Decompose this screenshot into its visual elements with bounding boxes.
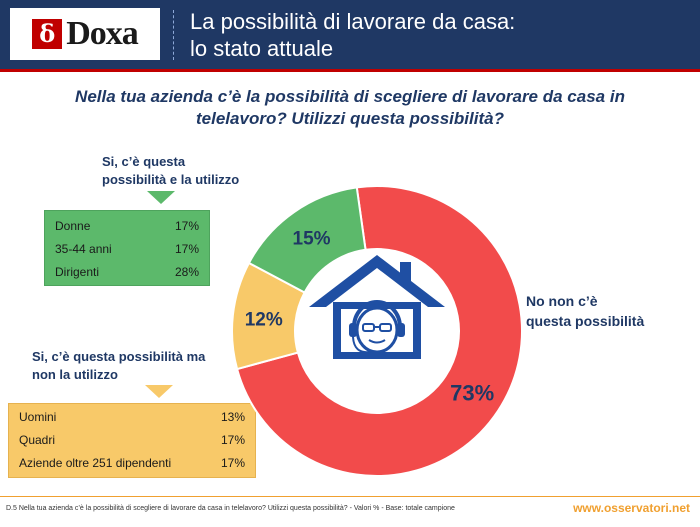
page-title-line-1: La possibilità di lavorare da casa: [190, 9, 516, 34]
red-slice-label-line-2: questa possibilità [526, 313, 645, 329]
yellow-row-value: 17% [220, 433, 245, 447]
doxa-logo-mark-icon: δ [32, 19, 63, 49]
donut-slice [247, 186, 367, 294]
green-row-value: 28% [174, 265, 199, 279]
yellow-arrow-down-icon [145, 385, 173, 398]
yellow-row-label: Quadri [19, 433, 56, 447]
donut-value-labels: 73% 12% 15% [245, 229, 495, 406]
doxa-logo-text: Doxa [66, 15, 139, 52]
green-caption-line-2: possibilità e la utilizzo [102, 172, 240, 187]
yellow-row-value: 13% [220, 410, 245, 424]
survey-question-line-1: Nella tua azienda c’è la possibilità di … [75, 87, 625, 106]
yellow-row-label: Uomini [19, 410, 57, 424]
header-bar: δ Doxa La possibilità di lavorare da cas… [0, 0, 700, 72]
green-row: Donne 17% [55, 215, 199, 238]
donut-value-label: 73% [450, 381, 494, 406]
page-title: La possibilità di lavorare da casa: lo s… [190, 8, 690, 62]
yellow-row-label: Aziende oltre 251 dipendenti [19, 456, 172, 470]
green-arrow-down-icon [147, 191, 175, 204]
green-breakdown-box: Donne 17% 35-44 anni 17% Dirigenti 28% [44, 210, 210, 286]
donut-value-label: 12% [245, 309, 283, 330]
green-row-value: 17% [174, 219, 199, 233]
yellow-breakdown-box: Uomini 13% Quadri 17% Aziende oltre 251 … [8, 403, 256, 478]
green-row-label: Dirigenti [55, 265, 100, 279]
yellow-row-value: 17% [220, 456, 245, 470]
header-divider [173, 10, 174, 60]
donut-value-label: 15% [293, 229, 331, 250]
yellow-row: Aziende oltre 251 dipendenti 17% [19, 452, 245, 475]
yellow-caption-line-2: non la utilizzo [32, 367, 118, 382]
green-row-label: 35-44 anni [55, 242, 112, 256]
donut-slices [231, 185, 523, 477]
yellow-row: Uomini 13% [19, 406, 245, 429]
green-panel-caption: Si, c’è questa possibilità e la utilizzo [102, 153, 282, 189]
survey-question: Nella tua azienda c’è la possibilità di … [40, 86, 660, 130]
footer-divider [0, 496, 700, 497]
green-row-value: 17% [174, 242, 199, 256]
yellow-panel-caption: Si, c’è questa possibilità ma non la uti… [32, 348, 272, 384]
house-headset-icon [309, 255, 445, 359]
green-row: Dirigenti 28% [55, 261, 199, 284]
green-row-label: Donne [55, 219, 91, 233]
yellow-row: Quadri 17% [19, 429, 245, 452]
green-row: 35-44 anni 17% [55, 238, 199, 261]
yellow-caption-line-1: Si, c’è questa possibilità ma [32, 349, 206, 364]
red-slice-label: No non c’è questa possibilità [526, 291, 676, 331]
red-slice-label-line-1: No non c’è [526, 293, 598, 309]
survey-question-line-2: telelavoro? Utilizzi questa possibilità? [196, 109, 504, 128]
donut-slice [235, 185, 523, 477]
doxa-logo: δ Doxa [10, 8, 160, 60]
page-title-line-2: lo stato attuale [190, 36, 334, 61]
donut-chart: 73% 12% 15% [231, 185, 523, 477]
green-caption-line-1: Si, c’è questa [102, 154, 186, 169]
footer-site-link[interactable]: www.osservatori.net [573, 501, 690, 515]
footer-note: D.5 Nella tua azienda c’è la possibilità… [6, 505, 455, 512]
